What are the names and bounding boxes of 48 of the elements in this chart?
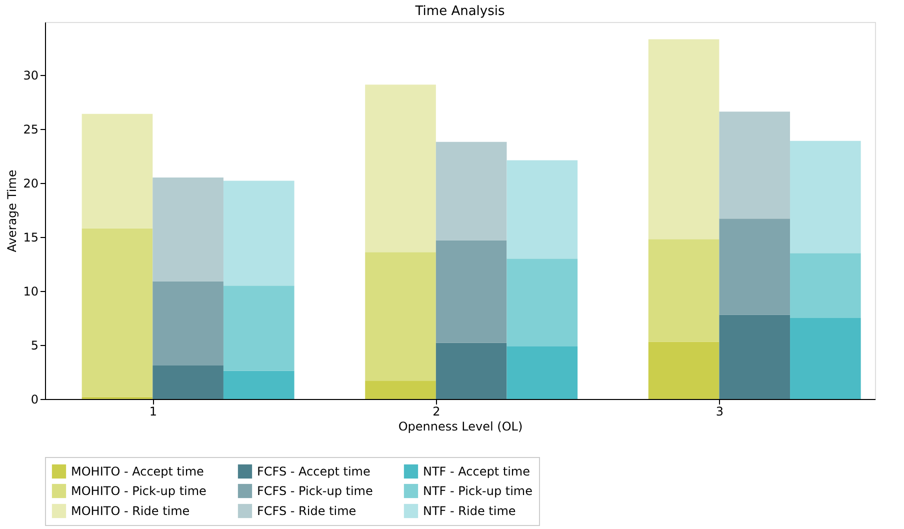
bar: [506, 258, 578, 346]
bar: [223, 370, 294, 399]
y-tick-label: 5: [30, 338, 38, 352]
bar: [223, 286, 294, 371]
legend-label: MOHITO - Accept time: [71, 464, 204, 478]
x-tick-label: 3: [716, 404, 724, 418]
x-axis-title: Openness Level (OL): [398, 420, 523, 434]
bar: [436, 342, 507, 399]
bar: [719, 314, 790, 399]
legend-label: NTF - Ride time: [423, 504, 516, 518]
bar: [790, 140, 861, 254]
legend-label: FCFS - Pick-up time: [257, 484, 373, 498]
y-tick-label: 15: [23, 230, 38, 244]
bar: [82, 228, 153, 397]
bar: [790, 318, 861, 399]
x-tick-label: 1: [149, 404, 157, 418]
bar: [365, 84, 436, 252]
x-tick-label: 2: [432, 404, 440, 418]
bar: [719, 218, 790, 315]
legend-label: FCFS - Ride time: [257, 504, 356, 518]
chart-title: Time Analysis: [414, 4, 505, 19]
legend-label: FCFS - Accept time: [257, 464, 370, 478]
bar: [648, 239, 720, 342]
y-tick-label: 0: [30, 392, 38, 406]
y-tick-label: 30: [23, 68, 38, 82]
bar: [82, 114, 153, 228]
y-tick-label: 10: [23, 284, 38, 298]
y-tick-label: 20: [23, 176, 38, 190]
legend-label: NTF - Pick-up time: [423, 484, 532, 498]
bar: [506, 160, 578, 259]
bar: [152, 366, 224, 399]
bar: [152, 178, 224, 282]
y-axis-title: Average Time: [5, 170, 20, 252]
bar: [648, 39, 720, 240]
y-tick-label: 25: [23, 122, 38, 136]
bar: [436, 142, 507, 240]
bar: [506, 346, 578, 399]
bar: [719, 112, 790, 219]
bar: [790, 253, 861, 318]
bar: [648, 342, 720, 399]
bar: [436, 240, 507, 343]
bar: [152, 281, 224, 366]
legend-label: MOHITO - Pick-up time: [71, 484, 206, 498]
bar: [365, 380, 436, 399]
legend-label: MOHITO - Ride time: [71, 504, 190, 518]
bar: [365, 252, 436, 381]
legend-label: NTF - Accept time: [423, 464, 530, 478]
bar: [223, 180, 294, 286]
